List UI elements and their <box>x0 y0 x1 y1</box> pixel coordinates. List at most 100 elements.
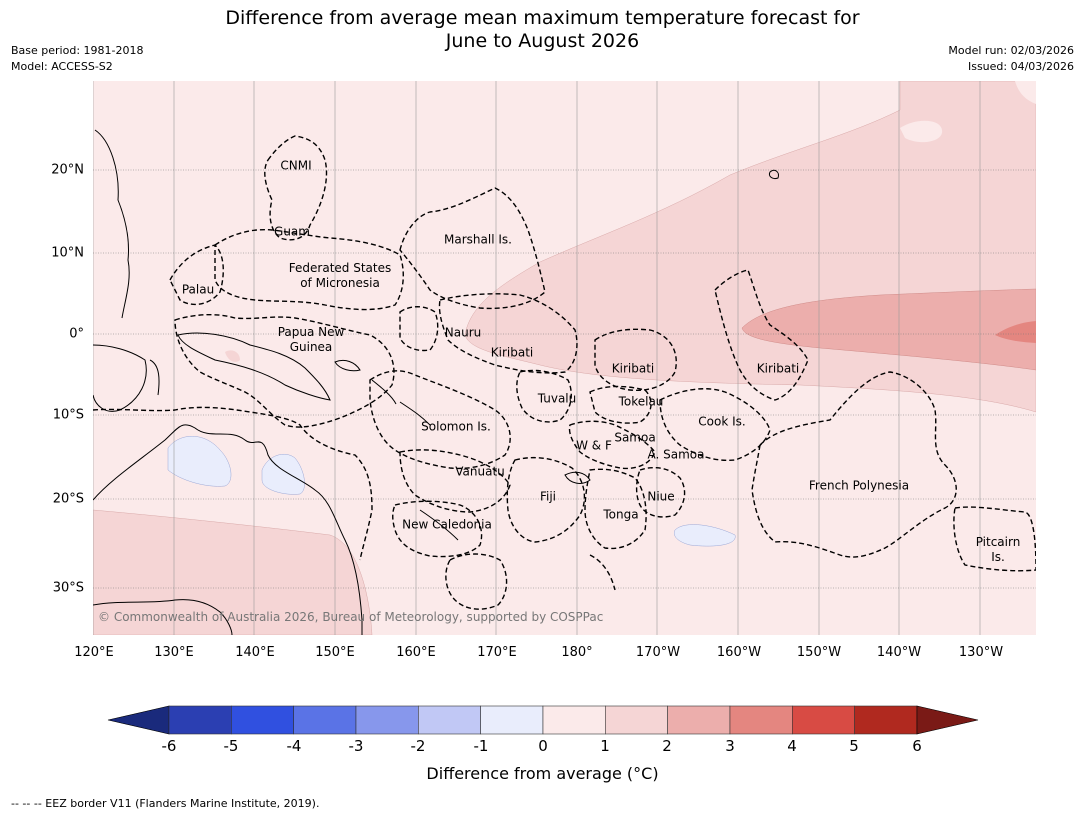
lon-label: 180° <box>561 645 593 660</box>
lat-label: 10°S <box>52 407 84 423</box>
new-caledonia <box>419 509 459 541</box>
new-britain <box>334 359 361 372</box>
region-label-pitcairn-line1: Pitcairn <box>975 535 1021 549</box>
lat-label: 30°S <box>52 580 84 596</box>
eez-niue <box>635 466 686 518</box>
eez-tokelau <box>589 385 652 424</box>
anomaly-field-2-3 <box>741 288 1036 371</box>
region-label-kiribati-central: Kiribati <box>611 361 655 376</box>
colorbar-tick: 5 <box>849 737 859 755</box>
eez-norfolk <box>445 553 508 610</box>
region-label-cook: Cook Is. <box>698 414 746 429</box>
colorbar-tick: 4 <box>787 737 797 755</box>
anomaly-negative-qld <box>167 436 232 487</box>
eez-fpoly <box>751 371 957 558</box>
eez-tuvalu <box>516 369 572 423</box>
eez-solomon <box>369 370 511 470</box>
region-label-kiribati-east: Kiribati <box>756 361 800 376</box>
colorbar-tick: -1 <box>473 737 489 755</box>
colorbar <box>107 705 979 735</box>
lon-label: 160°W <box>716 645 762 660</box>
eez-fiji <box>506 456 586 543</box>
eez-vanuatu <box>399 449 511 513</box>
colorbar-tick: 6 <box>912 737 922 755</box>
eez-samoa-wf <box>568 420 656 470</box>
colorbar-segment <box>667 705 731 735</box>
colorbar-tick: -4 <box>286 737 302 755</box>
anomaly-field-3-4 <box>995 321 1036 343</box>
lat-label: 10°N <box>51 245 84 261</box>
lat-label: 20°N <box>51 162 84 178</box>
eez-australia <box>93 406 373 561</box>
title-line-1: Difference from average mean maximum tem… <box>225 7 860 29</box>
region-label-fiji: Fiji <box>539 489 557 504</box>
region-label-wf: W & F <box>576 438 612 453</box>
philippines <box>94 129 130 319</box>
copyright-credit: © Commonwealth of Australia 2026, Bureau… <box>98 610 604 624</box>
colorbar-segment <box>791 705 855 735</box>
region-label-fsm: Federated States of Micronesia <box>289 261 391 291</box>
colorbar-tick: -3 <box>348 737 364 755</box>
colorbar-tick: -6 <box>161 737 177 755</box>
region-label-nauru: Nauru <box>444 325 482 340</box>
colorbar-arrow-low <box>107 705 170 735</box>
colorbar-segment <box>293 705 357 735</box>
colorbar-segment <box>605 705 668 735</box>
colorbar-segment <box>729 705 793 735</box>
eez-png <box>174 313 395 428</box>
colorbar-segment <box>542 705 606 735</box>
colorbar-segment <box>168 705 232 735</box>
eez-palau <box>169 244 224 306</box>
borneo <box>93 344 147 412</box>
region-label-kiribati-west: Kiribati <box>490 345 534 360</box>
coastlines <box>93 129 779 635</box>
region-label-cnmi: CNMI <box>280 158 312 173</box>
region-label-niue: Niue <box>647 489 675 504</box>
region-label-png-line2: Guinea <box>289 340 333 354</box>
eez-marshall <box>399 187 546 310</box>
sulawesi <box>149 359 160 396</box>
title: Difference from average mean maximum tem… <box>0 7 1085 53</box>
region-label-samoa: Samoa <box>614 430 656 445</box>
lon-label: 150°W <box>796 645 842 660</box>
eez-kiribati-phoenix <box>594 328 677 392</box>
lon-label: 140°W <box>876 645 922 660</box>
meta-right: Model run: 02/03/2026 Issued: 04/03/2026 <box>948 43 1074 75</box>
footnote-eez: -- -- -- EEZ border V11 (Flanders Marine… <box>11 797 320 810</box>
lat-label: 20°S <box>52 491 84 507</box>
colorbar-segment <box>854 705 918 735</box>
latitude-grid <box>93 169 1036 589</box>
colorbar-arrow-high <box>916 705 979 735</box>
model-run: Model run: 02/03/2026 <box>948 44 1074 57</box>
colorbar-segment <box>355 705 419 735</box>
colorbar-segment <box>480 705 544 735</box>
region-label-fsm-line1: Federated States <box>288 261 392 275</box>
colorbar-tick: 2 <box>662 737 672 755</box>
base-period: Base period: 1981-2018 <box>11 44 144 57</box>
region-label-vanuatu: Vanuatu <box>455 464 505 479</box>
colorbar-tick: 1 <box>600 737 610 755</box>
region-label-french-polynesia: French Polynesia <box>808 478 910 493</box>
colorbar-label: Difference from average (°C) <box>426 764 659 783</box>
colorbar-tick: 0 <box>538 737 548 755</box>
region-label-tuvalu: Tuvalu <box>537 391 577 406</box>
lon-label: 140°E <box>235 645 275 660</box>
region-label-marshall: Marshall Is. <box>444 232 512 247</box>
model-name: Model: ACCESS-S2 <box>11 60 113 73</box>
australia-coast <box>93 424 363 635</box>
lon-label: 150°E <box>315 645 355 660</box>
region-label-american-samoa: A. Samoa <box>647 447 705 462</box>
region-label-palau: Palau <box>181 282 215 297</box>
region-label-tonga: Tonga <box>603 507 639 522</box>
anomaly-field-sw <box>93 509 373 635</box>
longitude-grid <box>93 81 981 635</box>
solomon-islands <box>399 401 431 426</box>
lon-label: 160°E <box>396 645 436 660</box>
new-guinea <box>177 332 331 401</box>
title-line-2: June to August 2026 <box>445 30 640 52</box>
eez-cook <box>659 388 771 462</box>
anomaly-negative-south <box>674 524 736 547</box>
eez-kiribati-gilbert <box>438 293 578 374</box>
colorbar-segment <box>418 705 481 735</box>
